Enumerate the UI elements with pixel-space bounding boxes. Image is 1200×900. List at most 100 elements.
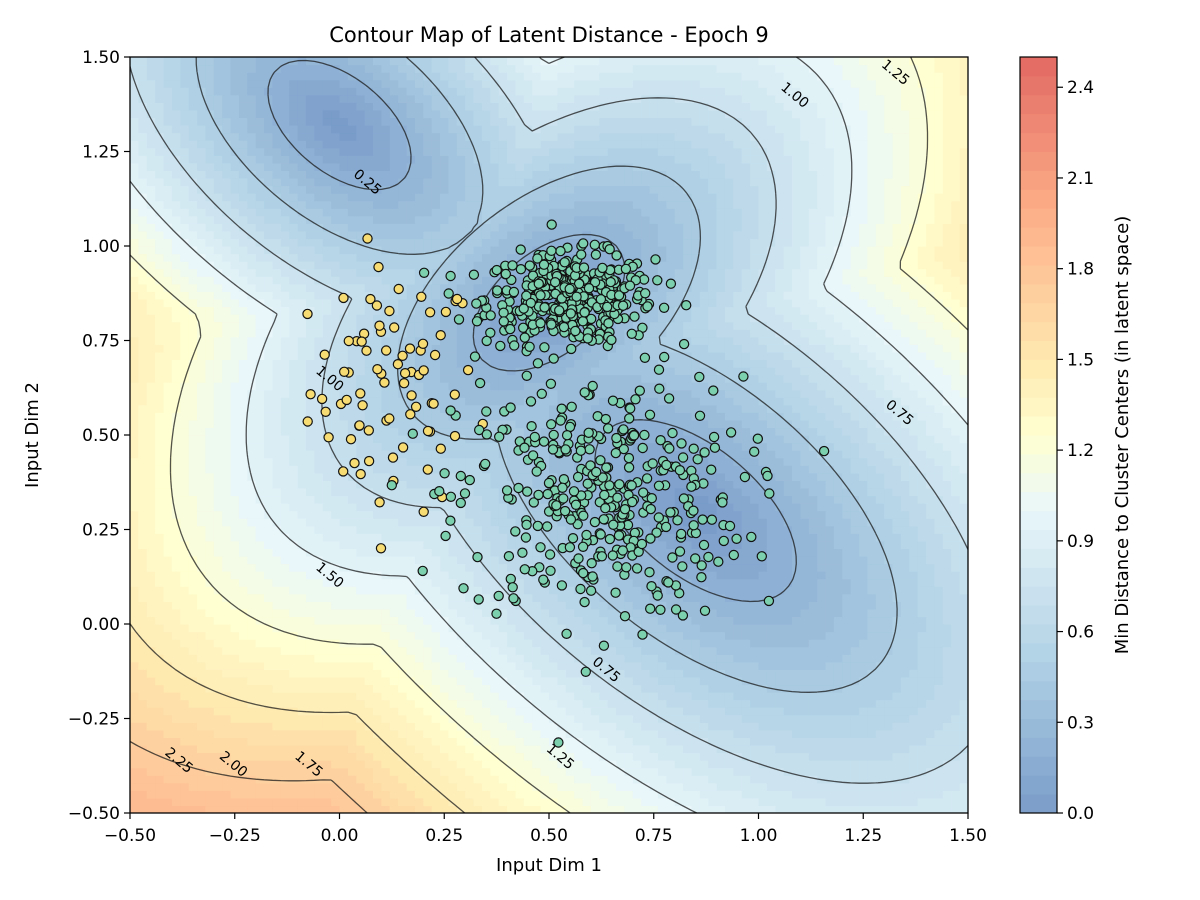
field-cell <box>213 503 223 512</box>
field-cell <box>792 472 801 481</box>
field-cell <box>909 571 919 580</box>
field-cell <box>272 586 282 595</box>
field-cell <box>238 729 248 738</box>
field-cell <box>507 518 517 527</box>
field-cell <box>305 624 315 633</box>
field-cell <box>423 782 433 791</box>
field-cell <box>314 510 324 519</box>
field-cell <box>750 571 760 580</box>
field-cell <box>557 654 567 663</box>
field-cell <box>724 775 734 784</box>
field-cell <box>523 465 533 474</box>
field-cell <box>272 631 282 640</box>
field-cell <box>138 540 148 549</box>
field-cell <box>146 608 156 618</box>
field-cell <box>951 805 961 813</box>
field-cell <box>850 518 860 527</box>
field-cell <box>708 744 718 754</box>
field-cell <box>582 707 592 716</box>
field-cell <box>498 782 508 791</box>
field-cell <box>272 472 282 481</box>
field-cell <box>297 805 307 813</box>
field-cell <box>398 805 408 813</box>
field-cell <box>389 624 399 633</box>
field-cell <box>582 729 592 738</box>
field-cell <box>238 646 248 655</box>
field-cell <box>766 571 776 580</box>
field-cell <box>892 457 902 466</box>
field-cell <box>582 624 592 633</box>
field-cell <box>892 805 902 813</box>
field-cell <box>942 782 952 791</box>
field-cell <box>264 737 274 746</box>
field-cell <box>632 646 642 655</box>
field-cell <box>708 729 718 738</box>
field-cell <box>892 729 902 738</box>
field-cell <box>515 586 525 595</box>
field-cell <box>523 601 533 610</box>
field-cell <box>708 737 718 746</box>
field-cell <box>909 692 919 701</box>
field-cell <box>322 782 332 791</box>
field-cell <box>783 563 793 572</box>
field-cell <box>465 616 475 625</box>
field-cell <box>507 457 517 466</box>
field-cell <box>213 654 223 663</box>
field-cell <box>716 487 726 497</box>
field-cell <box>523 608 533 618</box>
field-cell <box>959 616 968 625</box>
field-cell <box>532 767 542 776</box>
field-cell <box>381 661 391 670</box>
field-cell <box>641 518 651 527</box>
field-cell <box>305 684 315 693</box>
field-cell <box>322 646 332 655</box>
field-cell <box>766 616 776 625</box>
field-cell <box>716 707 726 716</box>
field-cell <box>205 676 215 686</box>
field-cell <box>599 525 609 534</box>
field-cell <box>708 790 718 799</box>
field-cell <box>314 472 324 481</box>
field-cell <box>842 480 852 489</box>
field-cell <box>490 631 500 640</box>
field-cell <box>582 805 592 813</box>
field-cell <box>213 533 223 542</box>
field-cell <box>213 707 223 716</box>
field-cell <box>456 450 466 459</box>
field-cell <box>892 586 902 595</box>
field-cell <box>138 616 148 625</box>
field-cell <box>867 465 877 474</box>
field-cell <box>766 435 776 444</box>
field-cell <box>448 608 458 618</box>
field-cell <box>398 654 408 663</box>
field-cell <box>364 737 374 746</box>
field-cell <box>289 608 299 618</box>
field-cell <box>289 646 299 655</box>
field-cell <box>641 654 651 663</box>
field-cell <box>900 624 910 633</box>
field-cell <box>649 699 659 708</box>
field-cell <box>724 752 734 761</box>
field-cell <box>792 639 801 648</box>
field-cell <box>515 729 525 738</box>
field-cell <box>632 624 642 633</box>
field-cell <box>825 616 835 625</box>
field-cell <box>540 646 550 655</box>
field-cell <box>238 442 248 451</box>
field-cell <box>188 518 198 527</box>
field-cell <box>817 510 827 519</box>
field-cell <box>951 669 961 678</box>
field-cell <box>163 767 173 776</box>
field-cell <box>942 767 952 776</box>
field-cell <box>800 805 810 813</box>
field-cell <box>448 533 458 542</box>
field-cell <box>917 533 927 542</box>
field-cell <box>750 737 760 746</box>
field-cell <box>180 797 190 807</box>
field-cell <box>171 510 181 519</box>
field-cell <box>280 714 290 723</box>
field-cell <box>440 503 450 512</box>
field-cell <box>423 669 433 678</box>
field-cell <box>808 782 818 791</box>
field-cell <box>389 744 399 754</box>
